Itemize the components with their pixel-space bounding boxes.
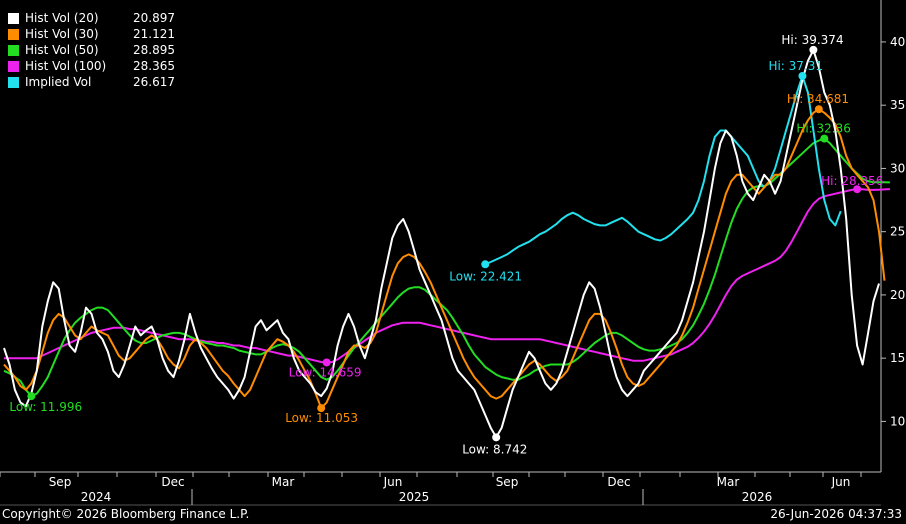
- extreme-label: Hi: 34.681: [787, 92, 849, 106]
- x-month-label: Jun: [383, 475, 403, 489]
- extreme-label: Low: 14.659: [289, 365, 362, 379]
- x-month-label: Mar: [717, 475, 740, 489]
- extreme-label: Hi: 39.374: [781, 33, 843, 47]
- legend-value: 26.617: [133, 75, 175, 89]
- extreme-marker: [481, 260, 490, 269]
- y-tick-label: 10: [890, 414, 905, 428]
- extreme-marker: [322, 358, 331, 367]
- y-tick-label: 30: [890, 161, 905, 175]
- extreme-label: Low: 11.053: [285, 411, 358, 425]
- y-tick-label: 15: [890, 351, 905, 365]
- y-tick-label: 40: [890, 35, 905, 49]
- legend-swatch: [8, 28, 19, 40]
- x-month-label: Dec: [161, 475, 184, 489]
- y-tick-label: 35: [890, 98, 905, 112]
- legend-value: 20.897: [133, 11, 175, 25]
- legend-value: 28.895: [133, 43, 175, 57]
- legend-swatch: [8, 76, 19, 88]
- legend-name: Hist Vol (30): [25, 27, 99, 41]
- legend-swatch: [8, 44, 19, 56]
- legend-item[interactable]: Hist Vol (100) 28.365: [8, 58, 175, 74]
- legend-name: Hist Vol (100): [25, 59, 107, 73]
- x-month-label: Dec: [607, 475, 630, 489]
- x-month-label: Mar: [272, 475, 295, 489]
- x-month-label: Jun: [831, 475, 851, 489]
- extreme-marker: [820, 134, 829, 143]
- extreme-label: Low: 8.742: [462, 442, 527, 456]
- extreme-marker: [809, 45, 818, 54]
- legend-item[interactable]: Hist Vol (30) 21.121: [8, 26, 175, 42]
- series-line: [4, 188, 890, 364]
- legend-item[interactable]: Hist Vol (50) 28.895: [8, 42, 175, 58]
- legend-value: 21.121: [133, 27, 175, 41]
- series-line: [3, 137, 890, 398]
- legend-name: Implied Vol: [25, 75, 92, 89]
- extreme-marker: [798, 71, 807, 80]
- extreme-marker: [853, 185, 862, 194]
- extreme-label: Hi: 37.31: [768, 59, 823, 73]
- x-year-label: 2026: [742, 490, 773, 504]
- x-month-label: Sep: [496, 475, 519, 489]
- series-layer: [3, 48, 890, 439]
- timestamp-text: 26-Jun-2026 04:37:33: [770, 507, 902, 521]
- extreme-marker: [27, 392, 36, 401]
- legend-item[interactable]: Implied Vol 26.617: [8, 74, 175, 90]
- legend-name: Hist Vol (20): [25, 11, 99, 25]
- legend: Hist Vol (20) 20.897 Hist Vol (30) 21.12…: [8, 10, 175, 90]
- series-line: [3, 108, 886, 410]
- legend-swatch: [8, 60, 19, 72]
- legend-value: 28.365: [133, 59, 175, 73]
- extreme-label: Hi: 32.36: [796, 122, 851, 136]
- legend-swatch: [8, 12, 19, 24]
- y-tick-label: 20: [890, 288, 905, 302]
- x-year-label: 2025: [399, 490, 430, 504]
- extreme-label: Low: 22.421: [449, 269, 522, 283]
- legend-item[interactable]: Hist Vol (20) 20.897: [8, 10, 175, 26]
- y-tick-label: 25: [890, 225, 905, 239]
- extreme-marker: [814, 105, 823, 114]
- extreme-marker: [492, 433, 501, 442]
- series-line: [3, 48, 880, 439]
- x-month-label: Sep: [49, 475, 72, 489]
- x-year-label: 2024: [81, 490, 112, 504]
- extreme-label: Low: 11.996: [9, 400, 82, 414]
- legend-name: Hist Vol (50): [25, 43, 99, 57]
- series-line: [484, 75, 842, 266]
- extreme-label: Hi: 28.356: [821, 174, 883, 188]
- annotation-layer: Hi: 39.374 Hi: 37.31 Hi: 34.681 Hi: 32.36 Hi…: [9, 33, 883, 456]
- extreme-marker: [317, 404, 326, 413]
- copyright-text: Copyright© 2026 Bloomberg Finance L.P.: [2, 507, 250, 521]
